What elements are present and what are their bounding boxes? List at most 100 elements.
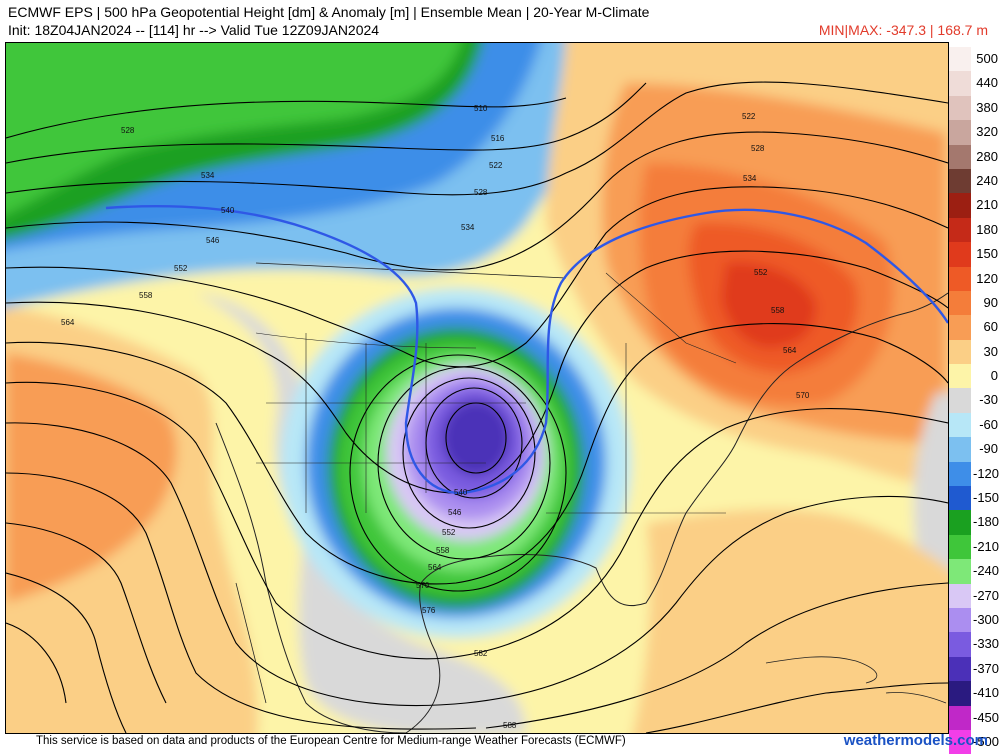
contour-label: 534 (201, 171, 215, 180)
colorbar-label: -410 (973, 685, 1000, 701)
contour-label: 522 (742, 112, 756, 121)
colorbar-label: -120 (973, 465, 1000, 481)
colorbar-label: -370 (973, 660, 1000, 676)
colorbar-label: 90 (983, 294, 998, 310)
contour-label: 564 (428, 563, 442, 572)
colorbar-labels: 500 440 380 320 280 240 210 180 150 120 90 60 30 0 -30… (973, 47, 1000, 754)
contour-label: 576 (422, 606, 436, 615)
colorbar-swatch (949, 729, 971, 754)
contour-label: 522 (489, 161, 503, 170)
contour-label: 558 (139, 291, 153, 300)
colorbar-swatch (949, 486, 971, 511)
colorbar (949, 47, 971, 754)
colorbar-label: -180 (973, 514, 1000, 530)
contour-label: 528 (121, 126, 135, 135)
contour-label: 534 (461, 223, 475, 232)
colorbar-swatch (949, 388, 971, 413)
colorbar-swatch (949, 461, 971, 487)
colorbar-label: 210 (976, 197, 998, 213)
colorbar-swatch (949, 437, 971, 462)
colorbar-swatch (949, 47, 971, 72)
map-panel[interactable]: 528 534 540 546 552 558 564 516 522 528 … (5, 42, 949, 734)
colorbar-swatch (949, 193, 971, 218)
colorbar-swatch (949, 510, 971, 535)
footer-credit: This service is based on data and produc… (36, 735, 626, 747)
colorbar-label: -210 (973, 538, 1000, 554)
colorbar-label: 60 (983, 319, 998, 335)
contour-label: 552 (442, 528, 456, 537)
colorbar-swatch (949, 120, 971, 145)
footer-brand[interactable]: weathermodels.com (843, 732, 988, 749)
colorbar-swatch (949, 144, 971, 169)
contour-label: 528 (474, 188, 488, 197)
colorbar-swatch (949, 559, 971, 584)
contour-label: 570 (796, 391, 810, 400)
colorbar-swatch (949, 242, 971, 267)
contour-label: 582 (474, 649, 488, 658)
contour-label: 588 (503, 721, 517, 730)
contour-label: 564 (783, 346, 797, 355)
colorbar-label: -90 (979, 441, 998, 457)
colorbar-swatch (949, 364, 971, 389)
contour-label: 510 (474, 104, 488, 113)
contour-label: 552 (754, 268, 768, 277)
colorbar-label: 280 (976, 148, 998, 164)
coastlines (215, 262, 948, 733)
title-line-2: Init: 18Z04JAN2024 -- [114] hr --> Valid… (8, 22, 380, 38)
colorbar-swatch (949, 583, 971, 608)
colorbar-label: 180 (976, 221, 998, 237)
colorbar-swatch (949, 412, 971, 438)
colorbar-label: -330 (973, 636, 1000, 652)
contour-label: 540 (454, 488, 468, 497)
contour-label: 552 (174, 264, 188, 273)
colorbar-label: 120 (976, 270, 998, 286)
colorbar-swatch (949, 71, 971, 96)
map-svg: 528 534 540 546 552 558 564 516 522 528 … (6, 43, 948, 733)
contour-label: 516 (491, 134, 505, 143)
colorbar-label: 150 (976, 246, 998, 262)
title-line-1: ECMWF EPS | 500 hPa Geopotential Height … (8, 4, 650, 20)
colorbar-label: 240 (976, 172, 998, 188)
colorbar-label: 30 (983, 343, 998, 359)
colorbar-label: 320 (976, 124, 998, 140)
colorbar-label: -30 (979, 392, 998, 408)
contour-label: 546 (206, 236, 220, 245)
colorbar-label: 500 (976, 51, 998, 66)
colorbar-label: -240 (973, 563, 1000, 579)
colorbar-swatch (949, 168, 971, 194)
contour-label: 570 (416, 581, 430, 590)
colorbar-swatch (949, 632, 971, 657)
colorbar-label: 380 (976, 99, 998, 115)
contour-label: 546 (448, 508, 462, 517)
colorbar-swatch (949, 681, 971, 706)
colorbar-label: -60 (979, 416, 998, 432)
contour-label: 558 (771, 306, 785, 315)
colorbar-swatch (949, 217, 971, 243)
colorbar-swatch (949, 315, 971, 340)
minmax-readout: MIN|MAX: -347.3 | 168.7 m (818, 22, 988, 38)
contour-label: 564 (61, 318, 75, 327)
colorbar-swatch (949, 339, 971, 365)
header: ECMWF EPS | 500 hPa Geopotential Height … (0, 0, 1000, 42)
highlight-contour-540 (105, 205, 948, 495)
colorbar-swatch (949, 705, 971, 730)
colorbar-swatch (949, 266, 971, 291)
colorbar-label: 440 (976, 75, 998, 91)
contour-labels: 528 534 540 546 552 558 564 516 522 528 … (61, 104, 810, 730)
colorbar-label: -150 (973, 490, 1000, 506)
colorbar-label: 0 (990, 368, 998, 384)
colorbar-swatch (949, 95, 971, 121)
colorbar-swatch (949, 534, 971, 560)
colorbar-swatch (949, 656, 971, 682)
colorbar-swatch (949, 607, 971, 633)
colorbar-label: -300 (973, 611, 1000, 627)
colorbar-label: -500 (973, 733, 1000, 749)
contour-label: 540 (221, 206, 235, 215)
height-contours (6, 81, 948, 733)
colorbar-label: -450 (973, 709, 1000, 725)
contour-label: 534 (743, 174, 757, 183)
colorbar-swatch (949, 290, 971, 316)
contour-label: 528 (751, 144, 765, 153)
colorbar-label: -270 (973, 587, 1000, 603)
contour-label: 558 (436, 546, 450, 555)
